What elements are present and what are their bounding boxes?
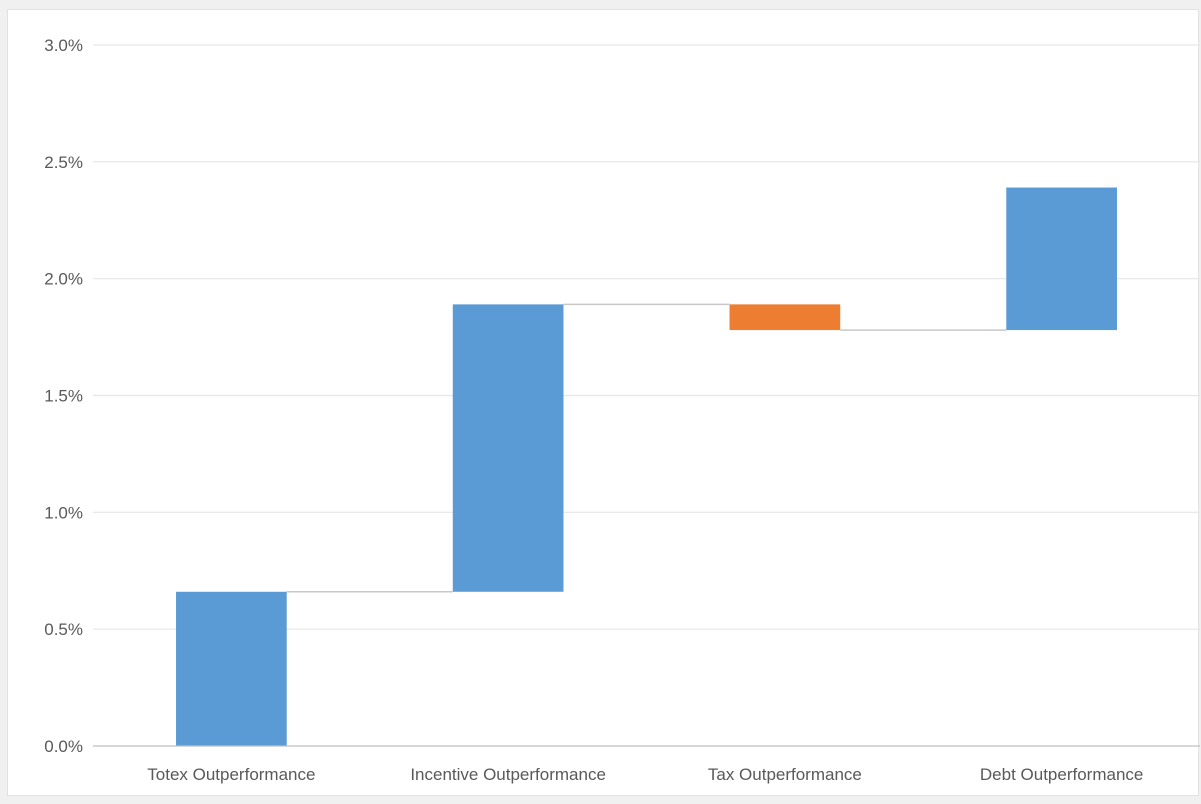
gridlines xyxy=(93,44,1200,630)
x-axis-category-labels: Totex Outperformance Incentive Outperform… xyxy=(147,765,1143,784)
x-category-label: Incentive Outperformance xyxy=(410,765,606,784)
x-category-label: Tax Outperformance xyxy=(708,765,862,784)
y-tick-label: 1.5% xyxy=(44,387,83,406)
bar-tax-outperformance xyxy=(729,304,841,331)
bar-debt-outperformance xyxy=(1006,187,1117,331)
connectors xyxy=(286,303,1007,593)
y-tick-label: 2.0% xyxy=(44,270,83,289)
waterfall-chart: 0.0% 0.5% 1.0% 1.5% 2.0% 2.5% 3.0% Totex Outpe… xyxy=(44,36,1200,784)
bar-totex-outperformance xyxy=(176,591,287,746)
y-tick-label: 1.0% xyxy=(44,503,83,522)
chart-frame: 0.0% 0.5% 1.0% 1.5% 2.0% 2.5% 3.0% Totex Outpe… xyxy=(7,9,1200,796)
y-tick-label: 0.0% xyxy=(44,737,83,756)
y-tick-label: 0.5% xyxy=(44,620,83,639)
bars xyxy=(176,187,1117,746)
bar-incentive-outperformance xyxy=(452,304,564,592)
x-category-label: Debt Outperformance xyxy=(980,765,1143,784)
y-axis-tick-labels: 0.0% 0.5% 1.0% 1.5% 2.0% 2.5% 3.0% xyxy=(44,36,83,756)
y-tick-label: 2.5% xyxy=(44,153,83,172)
x-category-label: Totex Outperformance xyxy=(147,765,315,784)
y-tick-label: 3.0% xyxy=(44,36,83,55)
